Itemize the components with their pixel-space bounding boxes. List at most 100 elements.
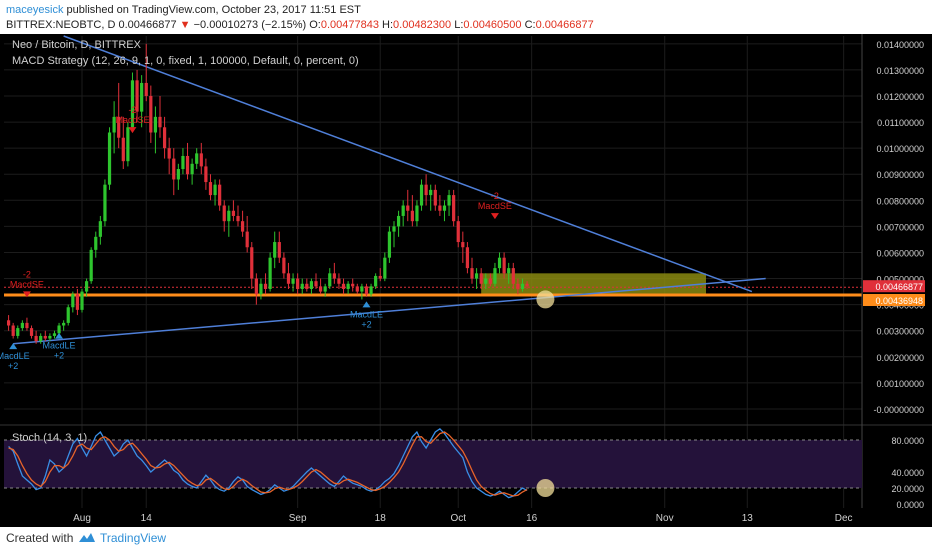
- price-tag-bg: [863, 293, 925, 306]
- trendline-1: [13, 277, 766, 345]
- price-tick: 0.00700000: [876, 222, 924, 232]
- tradingview-logo-icon: [79, 533, 95, 542]
- candle-body: [479, 273, 483, 284]
- candle-body: [162, 127, 167, 149]
- candle-body: [263, 283, 268, 289]
- highlight-circle: [536, 290, 555, 309]
- candle-body: [158, 116, 162, 128]
- candle-body: [34, 335, 38, 342]
- candle-body: [419, 184, 424, 206]
- candle-body: [43, 335, 47, 339]
- candle-body: [291, 278, 295, 284]
- candle-body: [103, 184, 107, 222]
- stoch-tick: 80.0000: [891, 436, 924, 446]
- candle-body: [433, 189, 437, 206]
- candle-body: [296, 278, 300, 289]
- candle-body: [516, 283, 520, 289]
- candle-body: [245, 231, 249, 248]
- stoch-line-k: [8, 427, 528, 499]
- candle-body: [52, 333, 57, 336]
- candle-body: [240, 221, 245, 232]
- candle-body: [218, 184, 222, 206]
- candle-body: [250, 247, 254, 279]
- candle-body: [268, 257, 272, 289]
- price-tick: 0.00500000: [876, 275, 924, 285]
- price-tick: 0.00300000: [876, 327, 924, 337]
- marker-arrow-down-icon: [490, 213, 499, 220]
- candle-body: [89, 249, 93, 282]
- stoch-tick: 40.0000: [891, 468, 924, 478]
- candle-body: [387, 231, 392, 258]
- candle-body: [199, 153, 203, 167]
- candle-body: [57, 325, 61, 334]
- candle-body: [231, 210, 236, 216]
- candle-body: [80, 291, 84, 310]
- chart-area[interactable]: -2MacdSEMacdLE+2MacdLE+2-2MacdSEMacdLE+2…: [0, 34, 932, 527]
- marker-qty: -2: [128, 105, 136, 115]
- marker-label: MacdLE: [0, 351, 30, 361]
- candle-body: [6, 320, 11, 326]
- candle-body: [112, 116, 116, 133]
- low-label: L:: [454, 19, 464, 31]
- candle-body: [406, 205, 410, 211]
- created-with: Created with: [6, 531, 74, 545]
- published-text: published on TradingView.com, October 23…: [66, 4, 361, 16]
- candle-body: [474, 273, 479, 279]
- time-axis[interactable]: Aug 14 Sep 18 Oct 16 Nov 13 Dec: [73, 513, 852, 524]
- stoch-band: [4, 440, 862, 488]
- candle-body: [461, 242, 465, 248]
- time-tick: Nov: [656, 513, 674, 524]
- tradingview-brand[interactable]: TradingView: [100, 531, 167, 545]
- stoch-tick: 20.0000: [891, 484, 924, 494]
- strategy-markers: -2MacdSEMacdLE+2MacdLE+2-2MacdSEMacdLE+2…: [0, 105, 512, 371]
- candle-body: [392, 226, 396, 232]
- author-link[interactable]: maceyesick: [6, 4, 64, 16]
- candle-body: [355, 286, 359, 292]
- candle-body: [213, 184, 217, 196]
- footer: Created with TradingView: [0, 527, 932, 550]
- candle-body: [438, 205, 442, 211]
- candle-body: [277, 242, 281, 258]
- candle-body: [39, 335, 43, 342]
- candle-body: [452, 195, 456, 222]
- candle-body: [71, 294, 75, 308]
- price-tag: 0.00466877: [875, 282, 923, 292]
- price-tick: -0.00000000: [873, 405, 924, 415]
- low-value: 0.00460500: [463, 19, 522, 31]
- candle-body: [126, 127, 130, 162]
- price-tick: 0.00100000: [876, 379, 924, 389]
- price-tag: 0.00436948: [875, 296, 923, 306]
- trendlines: [13, 35, 766, 345]
- candle-body: [465, 247, 470, 269]
- price-tag-bg: [863, 280, 925, 293]
- candle-body: [401, 205, 405, 216]
- candle-body: [424, 184, 428, 196]
- candle-body: [305, 283, 309, 289]
- marker-label: MacdLE: [43, 341, 76, 351]
- candle-body: [502, 257, 506, 274]
- marker-qty: +2: [361, 319, 371, 329]
- time-tick: 14: [141, 513, 153, 524]
- trendline-2: [63, 35, 753, 293]
- price-tick: 0.01000000: [876, 144, 924, 154]
- stoch-highlight-circle: [536, 479, 555, 497]
- candle-body: [341, 283, 346, 289]
- marker-qty: +2: [8, 361, 18, 371]
- candle-body: [410, 210, 414, 222]
- candles: [6, 43, 555, 344]
- candle-body: [488, 278, 492, 284]
- price-tick: 0.01100000: [877, 118, 924, 128]
- candle-body: [383, 257, 387, 279]
- chart-header: maceyesick published on TradingView.com,…: [0, 0, 932, 34]
- candle-body: [185, 155, 190, 175]
- price-tick: 0.00800000: [876, 196, 924, 206]
- publish-line: maceyesick published on TradingView.com,…: [6, 4, 361, 16]
- candle-body: [94, 236, 98, 250]
- candle-body: [153, 116, 158, 133]
- chart-title: Neo / Bitcoin, D, BITTREX: [12, 39, 142, 51]
- candle-body: [172, 158, 176, 180]
- candle-body: [511, 268, 515, 284]
- marker-label: MacdSE: [10, 279, 44, 289]
- candle-body: [167, 148, 171, 159]
- strategy-legend: MACD Strategy (12, 26, 9, 1, 0, fixed, 1…: [12, 55, 359, 67]
